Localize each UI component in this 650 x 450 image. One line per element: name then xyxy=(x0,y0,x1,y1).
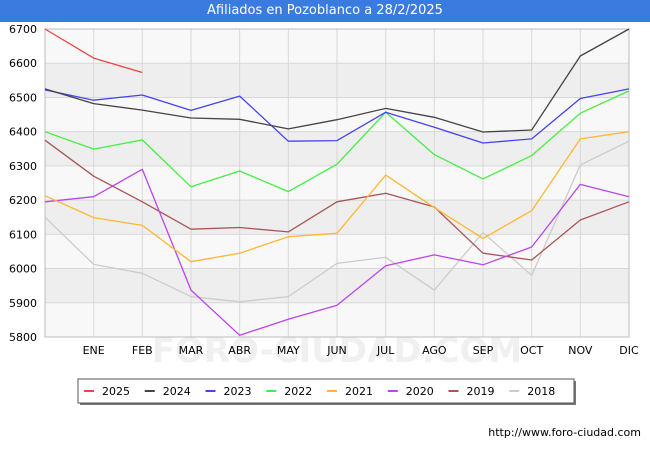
y-tick-label: 6100 xyxy=(9,228,37,241)
page-title: Afiliados en Pozoblanco a 28/2/2025 xyxy=(207,3,443,18)
series-line-2018 xyxy=(44,140,630,303)
series-line-2021 xyxy=(44,131,630,263)
y-tick-label: 6300 xyxy=(9,160,37,173)
series-line-2022 xyxy=(44,90,630,193)
y-tick-label: 5800 xyxy=(9,331,37,344)
x-tick-label: OCT xyxy=(520,344,543,357)
legend-label-2021: 2021 xyxy=(345,385,373,398)
x-tick-label: MAY xyxy=(277,344,300,357)
y-tick-label: 6000 xyxy=(9,263,37,276)
x-tick-label: JUL xyxy=(376,344,395,357)
series-line-2020 xyxy=(44,168,630,336)
legend-label-2023: 2023 xyxy=(224,385,252,398)
y-tick-label: 6200 xyxy=(9,194,37,207)
series-line-2025 xyxy=(44,28,143,74)
watermark-text: FORO-CIUDAD.COM xyxy=(152,331,523,371)
x-tick-label: SEP xyxy=(473,344,494,357)
y-tick-label: 5900 xyxy=(9,297,37,310)
legend-label-2018: 2018 xyxy=(527,385,555,398)
series-line-2024 xyxy=(44,28,630,133)
x-tick-label: NOV xyxy=(568,344,593,357)
title-bar xyxy=(0,0,650,22)
x-tick-label: ABR xyxy=(228,344,251,357)
legend-box xyxy=(77,378,575,404)
legend-label-2024: 2024 xyxy=(163,385,191,398)
x-tick-label: JUN xyxy=(326,344,347,357)
legend-label-2022: 2022 xyxy=(284,385,312,398)
legend-label-2020: 2020 xyxy=(406,385,434,398)
x-tick-label: AGO xyxy=(422,344,447,357)
plot-border xyxy=(44,28,630,338)
x-tick-label: FEB xyxy=(132,344,153,357)
x-tick-label: MAR xyxy=(179,344,204,357)
y-tick-label: 6600 xyxy=(9,57,37,70)
y-tick-label: 6700 xyxy=(9,23,37,36)
series-line-2023 xyxy=(44,88,630,144)
y-tick-label: 6400 xyxy=(9,126,37,139)
x-tick-label: DIC xyxy=(619,344,639,357)
legend-label-2025: 2025 xyxy=(102,385,130,398)
series-line-2019 xyxy=(44,139,630,261)
y-tick-label: 6500 xyxy=(9,91,37,104)
footer-url[interactable]: http://www.foro-ciudad.com xyxy=(488,426,641,439)
x-tick-label: ENE xyxy=(83,344,105,357)
legend-label-2019: 2019 xyxy=(467,385,495,398)
